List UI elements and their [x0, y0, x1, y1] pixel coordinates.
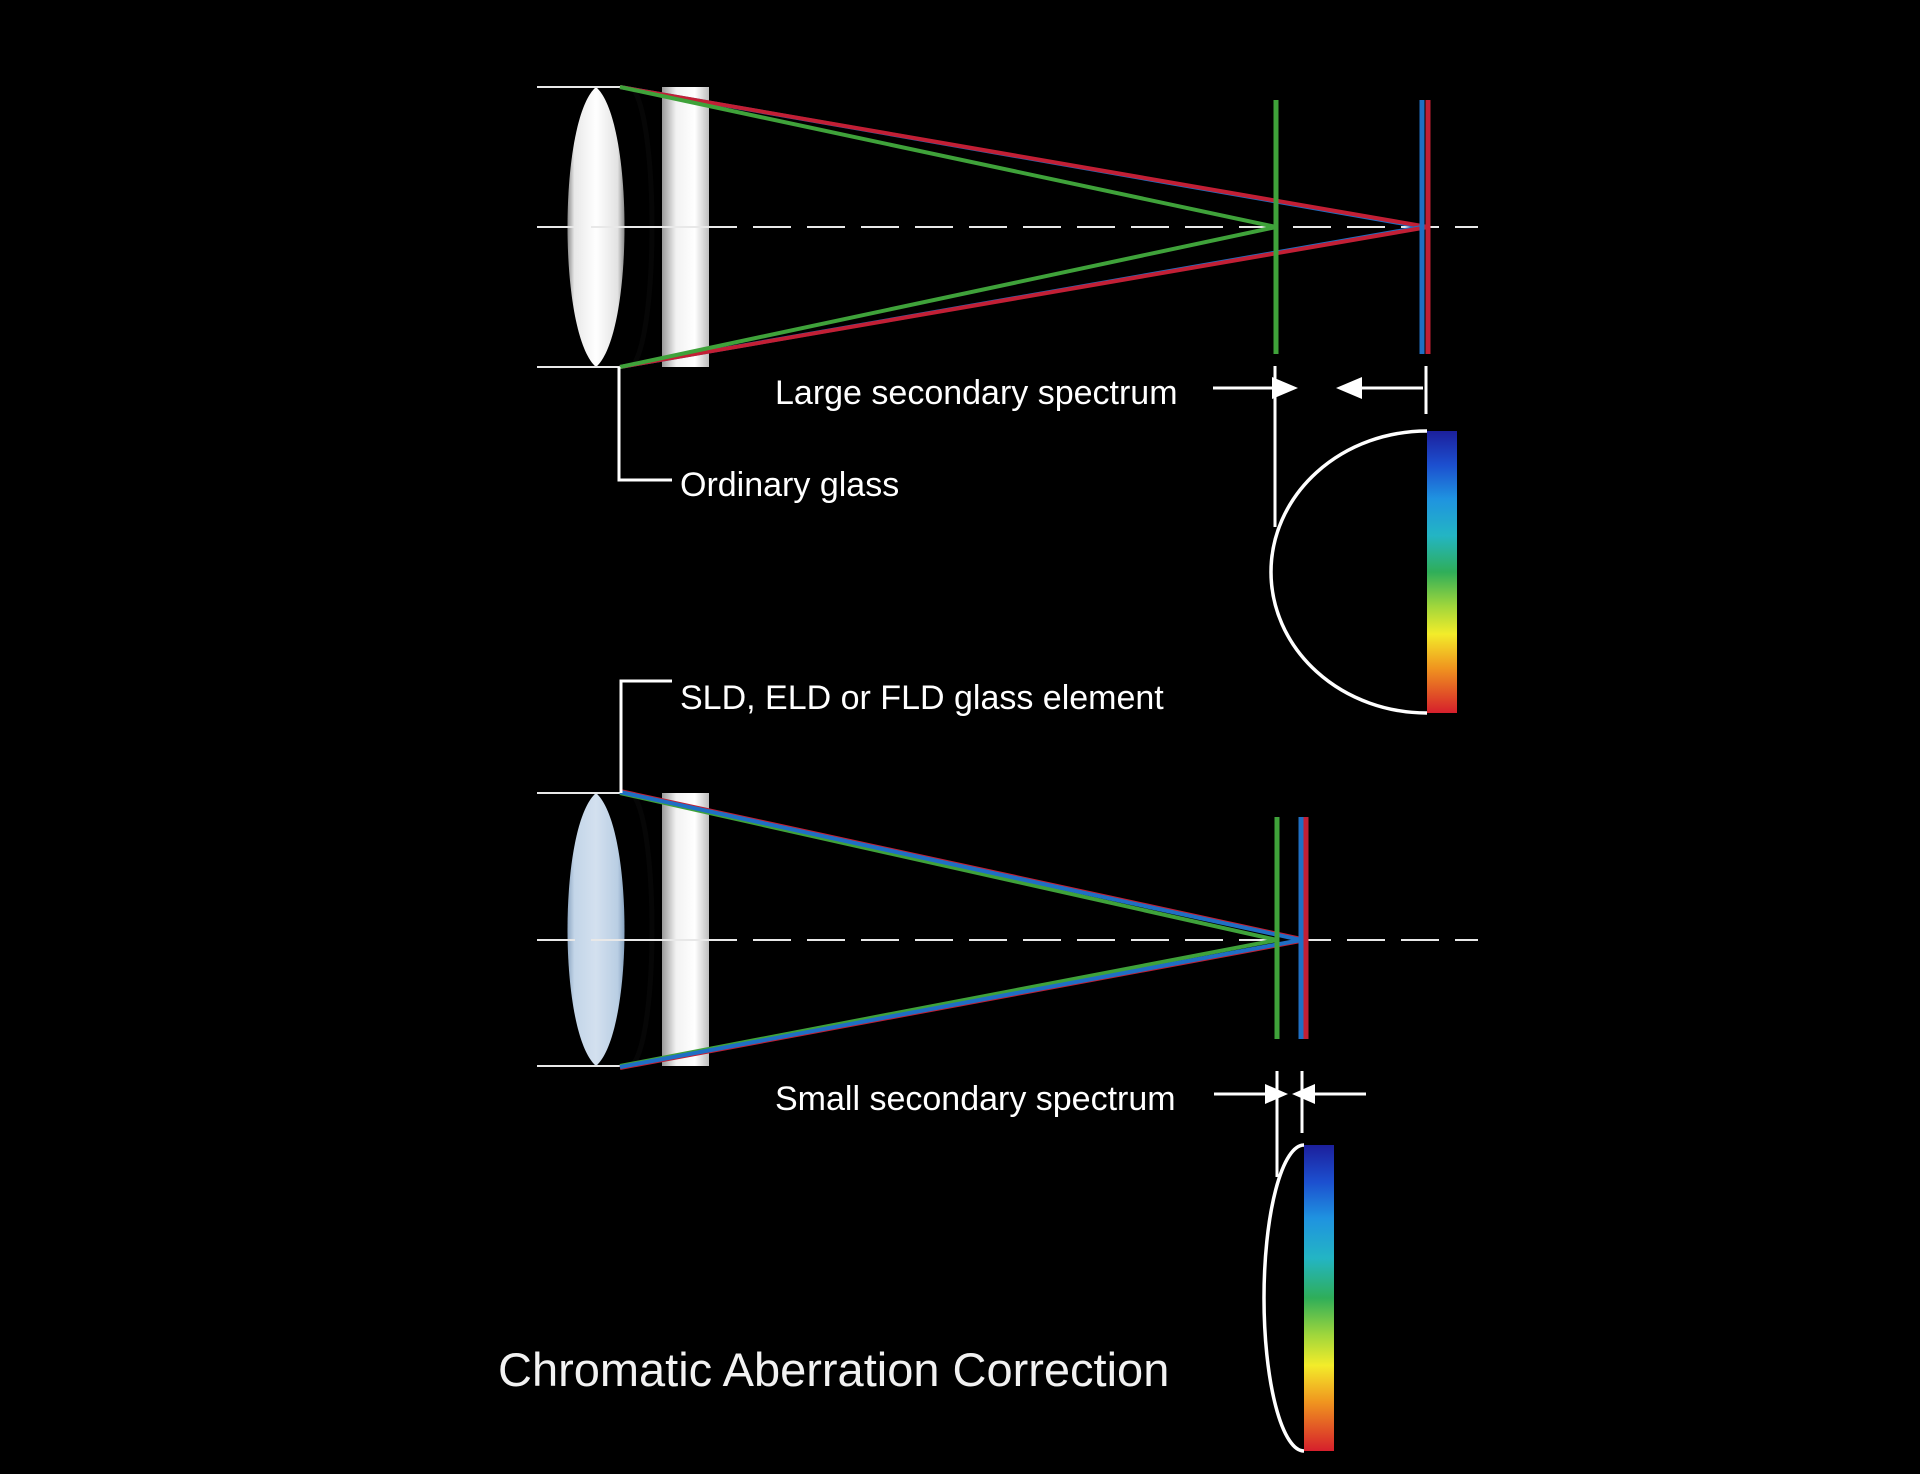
svg-text:Ordinary glass: Ordinary glass	[680, 466, 899, 504]
svg-text:Large secondary spectrum: Large secondary spectrum	[775, 374, 1178, 412]
svg-text:Small secondary spectrum: Small secondary spectrum	[775, 1080, 1176, 1118]
svg-text:SLD, ELD or FLD glass element: SLD, ELD or FLD glass element	[680, 679, 1164, 717]
svg-text:Chromatic Aberration Correctio: Chromatic Aberration Correction	[498, 1343, 1169, 1396]
